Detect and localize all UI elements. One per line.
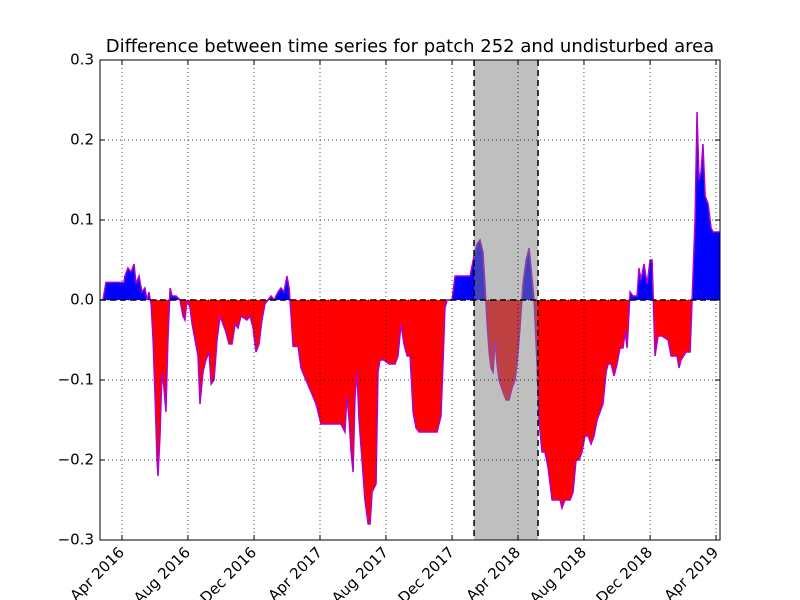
area-below bbox=[102, 300, 720, 524]
x-tick-label: Dec 2016 bbox=[196, 543, 260, 600]
x-tick-label: Aug 2017 bbox=[328, 543, 392, 600]
y-tick-label: 0.0 bbox=[70, 291, 94, 309]
plot-frame bbox=[99, 59, 721, 541]
y-tick-label: −0.3 bbox=[58, 531, 94, 549]
y-tick-label: 0.3 bbox=[70, 51, 94, 69]
x-tick-label: Dec 2017 bbox=[394, 543, 458, 600]
y-tick-label: 0.2 bbox=[70, 131, 94, 149]
series-line bbox=[102, 111, 720, 525]
chart-title: Difference between time series for patch… bbox=[106, 36, 714, 57]
y-tick-label: −0.2 bbox=[58, 451, 94, 469]
y-tick-label: 0.1 bbox=[70, 211, 94, 229]
y-tick-label: −0.1 bbox=[58, 371, 94, 389]
x-tick-label: Aug 2018 bbox=[526, 543, 590, 600]
x-tick-label: Apr 2018 bbox=[463, 543, 524, 600]
x-tick-label: Aug 2016 bbox=[130, 543, 194, 600]
x-tick-label: Apr 2016 bbox=[67, 543, 128, 600]
x-tick-label: Apr 2019 bbox=[661, 543, 722, 600]
x-tick-label: Dec 2018 bbox=[592, 543, 656, 600]
x-tick-label: Apr 2017 bbox=[265, 543, 326, 600]
